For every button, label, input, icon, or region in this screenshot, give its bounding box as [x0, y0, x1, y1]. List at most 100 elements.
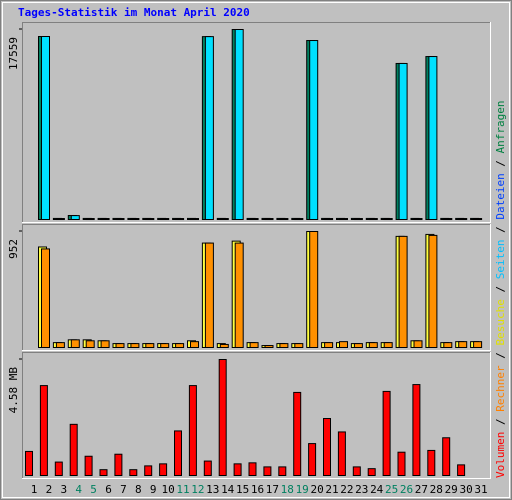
bar [263, 466, 272, 476]
bar [324, 342, 334, 348]
x-tick-label: 18 [281, 483, 294, 496]
bar [219, 343, 229, 349]
x-tick-label: 25 [385, 483, 398, 496]
bar [99, 469, 108, 477]
bar [249, 342, 259, 348]
x-tick-label: 31 [474, 483, 487, 496]
legend: Volumen / Rechner / Besuche / Seiten / D… [494, 100, 507, 478]
legend-separator: / [494, 220, 507, 240]
x-tick-label: 14 [221, 483, 235, 496]
x-tick-label: 3 [60, 483, 67, 496]
bar [427, 449, 436, 476]
legend-entry: Volumen [494, 432, 507, 478]
bar [382, 390, 391, 476]
bar [248, 462, 257, 476]
bar [190, 218, 199, 221]
bar [473, 218, 483, 221]
bar [337, 431, 346, 476]
bar [130, 218, 140, 221]
bar [115, 218, 125, 221]
y-tick-label: 952 [7, 239, 20, 259]
x-tick-label: 8 [135, 483, 142, 496]
bar [442, 437, 451, 477]
panel [22, 22, 491, 223]
x-tick-label: 29 [445, 483, 458, 496]
bar [84, 455, 93, 477]
bar [458, 218, 468, 221]
bar [443, 218, 453, 221]
legend-entry: Dateien [494, 173, 507, 219]
bar [100, 218, 110, 221]
x-tick-label: 6 [105, 483, 112, 496]
x-tick-label: 26 [400, 483, 413, 496]
chart-title: Tages-Statistik im Monat April 2020 [18, 6, 250, 19]
bar [278, 466, 287, 476]
bar [353, 218, 363, 221]
bar [413, 218, 423, 221]
bar [323, 418, 331, 476]
bar [218, 359, 227, 476]
bar [100, 340, 110, 348]
bar [144, 465, 153, 477]
bar [204, 36, 214, 221]
legend-separator: / [494, 279, 507, 299]
x-tick-label: 1 [31, 483, 38, 496]
x-tick-label: 10 [161, 483, 174, 496]
bar [367, 468, 376, 476]
bar [383, 342, 393, 348]
bar [234, 29, 244, 220]
x-tick-label: 30 [459, 483, 472, 496]
bar [159, 463, 168, 476]
bar [339, 218, 348, 221]
legend-entry: Anfragen [494, 100, 507, 153]
bar [398, 62, 408, 220]
bar [279, 218, 289, 221]
bar [55, 342, 65, 348]
bar [25, 450, 33, 477]
legend-entry: Seiten [494, 240, 507, 280]
bar [308, 443, 317, 477]
x-tick-label: 2 [46, 483, 53, 496]
bar [54, 461, 63, 476]
bar [309, 231, 319, 348]
bar [234, 242, 244, 349]
bar [69, 423, 78, 477]
bar [190, 341, 199, 349]
bar [145, 218, 155, 221]
bar [114, 453, 123, 476]
legend-separator: / [494, 412, 507, 432]
y-tick-label: 17559 [7, 37, 20, 70]
bar [428, 56, 438, 220]
bar [428, 234, 438, 348]
bar [264, 345, 274, 348]
bar [233, 463, 242, 476]
x-tick-label: 28 [430, 483, 443, 496]
bar [145, 343, 155, 348]
bar [294, 343, 304, 348]
x-tick-label: 22 [340, 483, 353, 496]
x-tick-label: 16 [251, 483, 264, 496]
bar [398, 235, 408, 348]
bar [324, 218, 334, 221]
bar [473, 341, 483, 349]
bar [368, 218, 378, 221]
x-tick-label: 21 [325, 483, 338, 496]
bar [458, 341, 468, 349]
bar [160, 218, 170, 221]
bar [203, 460, 212, 477]
bar [160, 343, 170, 348]
bar [70, 339, 80, 348]
bar [174, 430, 182, 477]
bar [41, 36, 50, 221]
x-tick-label: 24 [370, 483, 384, 496]
bar [457, 464, 466, 477]
x-tick-label: 15 [236, 483, 249, 496]
bar [264, 218, 274, 221]
x-tick-label: 27 [415, 483, 428, 496]
legend-entry: Besuche [494, 299, 507, 345]
legend-entry: Rechner [494, 365, 507, 412]
legend-separator: / [494, 153, 507, 173]
bar [353, 343, 363, 348]
x-tick-label: 20 [310, 483, 323, 496]
